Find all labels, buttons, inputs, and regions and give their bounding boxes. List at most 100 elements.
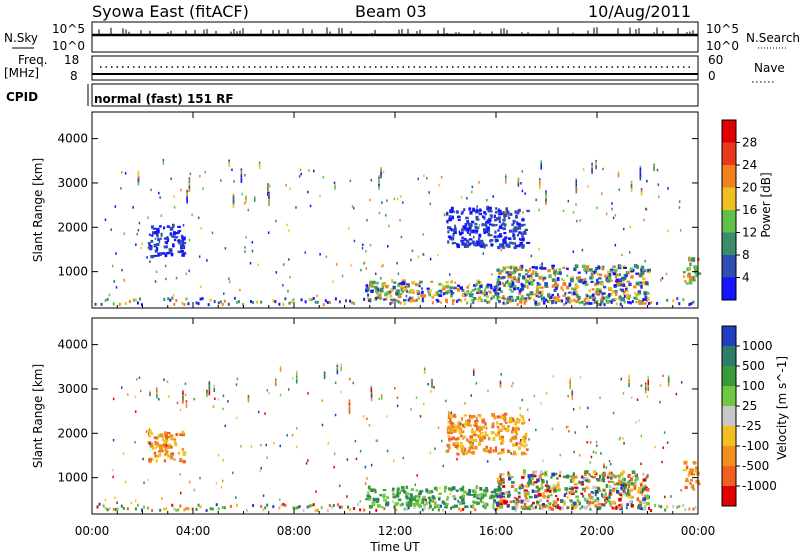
echo-cell [529,278,531,281]
echo-cell [406,503,410,507]
echo-cell [487,290,491,293]
echo-cell [450,411,453,415]
echo-cell [490,215,493,219]
echo-cell [667,382,670,387]
echo-cell [576,188,578,191]
echo-cell [633,263,638,268]
echo-cell [504,211,507,215]
echo-cell [596,497,600,501]
echo-cell [502,211,506,215]
echo-cell [483,299,487,303]
echo-cell [397,283,400,288]
echo-cell [455,426,458,430]
echo-cell [530,476,534,480]
echo-cell [427,496,431,499]
echo-cell [369,198,371,202]
echo-cell [470,415,474,419]
echo-cell [611,289,615,293]
echo-cell [470,394,473,397]
echo-cell [598,281,602,284]
echo-cell [114,508,117,512]
echo-cell [292,298,295,302]
echo-cell [689,262,692,267]
velocity-echo-cells [96,363,701,513]
echo-cell [282,284,284,287]
echo-cell [485,445,488,449]
echo-cell [621,276,625,281]
echo-cell [221,302,224,306]
echo-cell [498,437,503,441]
echo-cell [514,216,519,219]
echo-cell [512,281,515,286]
echo-cell [590,491,594,494]
echo-cell [528,418,531,422]
echo-cell [520,282,524,286]
echo-cell [612,216,615,220]
echo-cell [554,298,558,302]
echo-cell [366,293,370,297]
echo-cell [521,436,525,441]
echo-cell [631,470,636,475]
echo-cell [475,208,479,213]
echo-cell [513,242,517,245]
echo-cell [310,503,313,507]
echo-cell [418,285,421,288]
echo-cell [510,452,512,455]
echo-cell [468,283,470,287]
echo-cell [380,277,382,280]
echo-cell [441,439,443,443]
echo-cell [399,503,402,507]
echo-cell [351,301,354,305]
echo-cell [649,270,651,274]
echo-cell [156,227,160,232]
echo-cell [455,489,459,492]
echo-cell [656,301,659,305]
echo-cell [542,276,547,280]
echo-cell [518,495,521,499]
echo-cell [475,419,479,422]
echo-cell [534,303,537,307]
echo-cell [505,280,508,285]
echo-cell [545,200,547,205]
echo-cell [466,243,470,248]
echo-cell [397,295,402,299]
echo-cell [445,284,450,289]
echo-cell [598,474,602,479]
echo-cell [575,189,578,194]
echo-cell [116,507,119,511]
echo-cell [199,505,202,509]
echo-cell [524,268,528,272]
echo-cell [140,303,143,307]
echo-cell [471,450,475,455]
echo-cell [523,421,526,424]
echo-cell [240,445,242,448]
echo-cell [542,300,546,305]
echo-cell [467,449,470,454]
echo-cell [539,286,544,289]
echo-cell [494,446,498,451]
echo-cell [563,302,566,306]
echo-cell [440,175,443,179]
echo-cell [517,225,522,230]
echo-cell [579,406,581,410]
echo-cell [492,422,495,427]
echo-cell [135,378,138,381]
echo-cell [456,436,460,441]
colorbar-segment [722,120,736,143]
echo-cell [193,488,196,492]
echo-cell [625,506,628,510]
echo-cell [603,489,605,492]
echo-cell [400,486,405,489]
echo-cell [322,176,325,179]
echo-cell [510,430,514,434]
echo-cell [693,265,698,269]
echo-cell [555,271,559,275]
echo-cell [166,238,170,243]
echo-cell [184,393,187,397]
echo-cell [229,504,232,508]
echo-cell [349,299,352,303]
echo-cell [431,301,434,305]
echo-cell [548,489,552,493]
echo-cell [217,301,220,305]
echo-cell [539,267,543,270]
